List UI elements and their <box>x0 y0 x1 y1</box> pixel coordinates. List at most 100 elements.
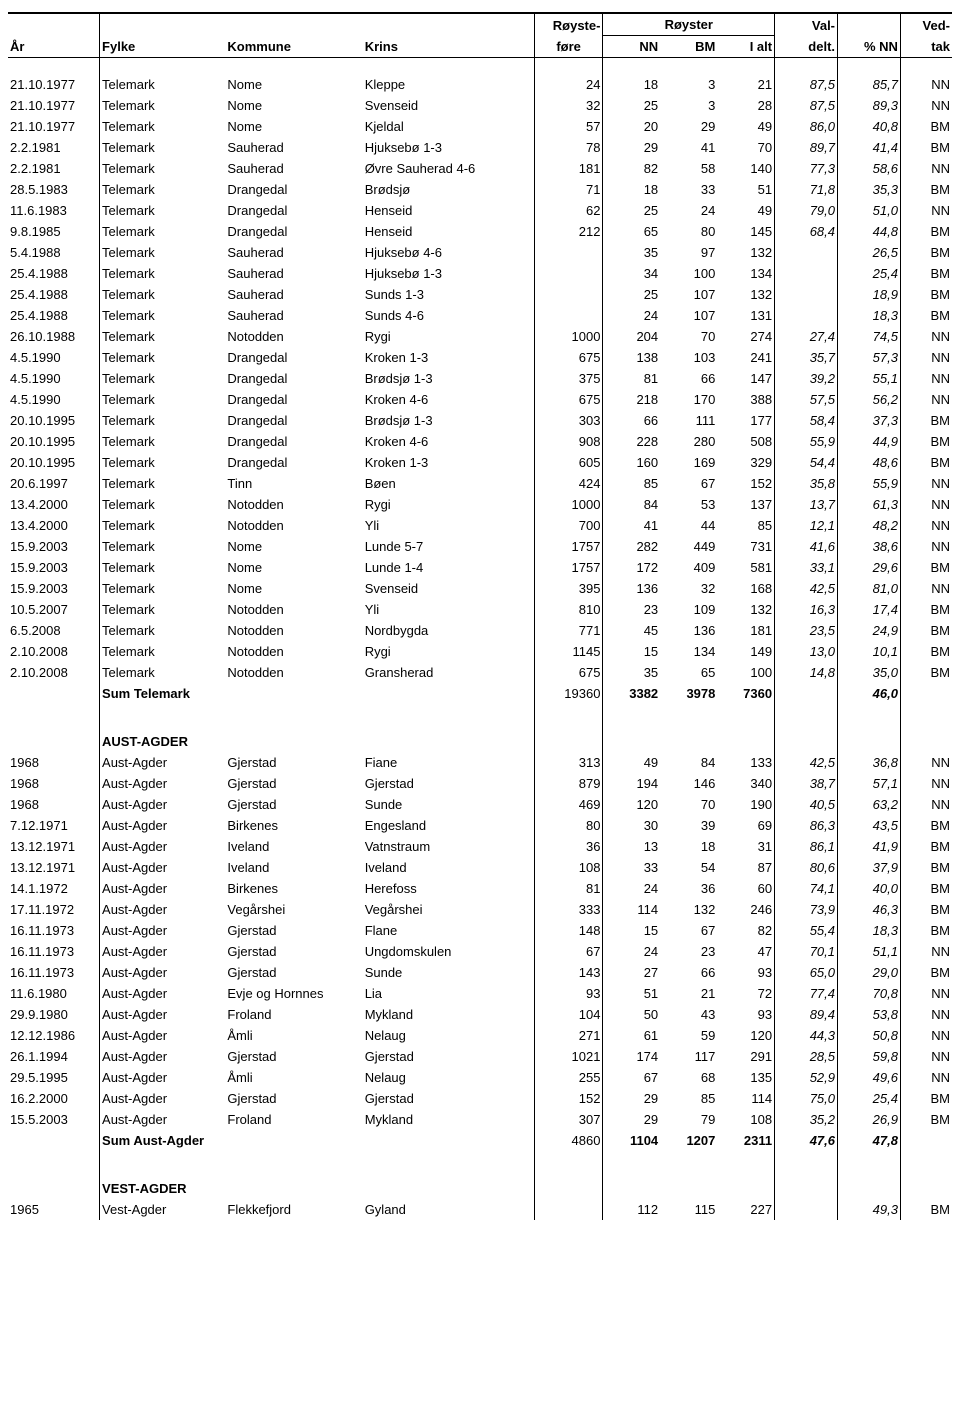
table-row: 15.5.2003Aust-AgderFrolandMykland3072979… <box>8 1109 952 1130</box>
cell: Telemark <box>100 200 226 221</box>
cell: Aust-Agder <box>100 794 226 815</box>
cell: Gransherad <box>363 662 535 683</box>
cell: Gjerstad <box>225 941 362 962</box>
cell: Fiane <box>363 752 535 773</box>
cell: 58,6 <box>838 158 901 179</box>
cell: 29 <box>603 1088 660 1109</box>
cell: BM <box>900 899 952 920</box>
cell: 291 <box>717 1046 774 1067</box>
table-row: 21.10.1977TelemarkNomeKleppe241832187,58… <box>8 74 952 95</box>
table-row: 13.12.1971Aust-AgderIvelandIveland108335… <box>8 857 952 878</box>
table-row: 16.11.1973Aust-AgderGjerstadFlane1481567… <box>8 920 952 941</box>
cell: Gjerstad <box>363 773 535 794</box>
cell: 103 <box>660 347 717 368</box>
cell: Hjuksebø 1-3 <box>363 137 535 158</box>
cell: 29 <box>660 116 717 137</box>
cell: 329 <box>717 452 774 473</box>
table-row: 14.1.1972Aust-AgderBirkenesHerefoss81243… <box>8 878 952 899</box>
table-row: 2.10.2008TelemarkNotoddenGransherad67535… <box>8 662 952 683</box>
table-row: 4.5.1990TelemarkDrangedalKroken 4-667521… <box>8 389 952 410</box>
cell: 80 <box>534 815 603 836</box>
cell: 149 <box>717 641 774 662</box>
col-bm: BM <box>660 36 717 58</box>
cell: 5.4.1988 <box>8 242 100 263</box>
cell: 32 <box>534 95 603 116</box>
cell: Notodden <box>225 620 362 641</box>
cell: 27 <box>603 962 660 983</box>
cell: BM <box>900 836 952 857</box>
cell: 33 <box>603 857 660 878</box>
cell: Henseid <box>363 200 535 221</box>
cell: 55,4 <box>775 920 838 941</box>
cell: 29,0 <box>838 962 901 983</box>
cell: NN <box>900 494 952 515</box>
cell: Aust-Agder <box>100 1046 226 1067</box>
cell: 135 <box>717 1067 774 1088</box>
cell: NN <box>900 347 952 368</box>
cell: Rygi <box>363 494 535 515</box>
cell: 114 <box>603 899 660 920</box>
cell: 1207 <box>660 1130 717 1151</box>
cell <box>775 1167 838 1199</box>
cell <box>363 720 535 752</box>
cell: 107 <box>660 305 717 326</box>
cell: 37,9 <box>838 857 901 878</box>
cell: BM <box>900 599 952 620</box>
cell: 4860 <box>534 1130 603 1151</box>
cell: 24 <box>603 305 660 326</box>
cell: 53 <box>660 494 717 515</box>
cell <box>717 720 774 752</box>
cell: 172 <box>603 557 660 578</box>
cell: 82 <box>717 920 774 941</box>
cell <box>534 720 603 752</box>
cell: 32 <box>660 578 717 599</box>
cell: 50 <box>603 1004 660 1025</box>
cell: Gjerstad <box>363 1088 535 1109</box>
cell: 31 <box>717 836 774 857</box>
cell: 10,1 <box>838 641 901 662</box>
cell: BM <box>900 641 952 662</box>
cell: BM <box>900 878 952 899</box>
cell: Svenseid <box>363 578 535 599</box>
cell: Brødsjø 1-3 <box>363 368 535 389</box>
cell: 74,5 <box>838 326 901 347</box>
cell: Aust-Agder <box>100 773 226 794</box>
cell: 12,1 <box>775 515 838 536</box>
cell: 66 <box>603 410 660 431</box>
col-nn: NN <box>603 36 660 58</box>
cell: BM <box>900 137 952 158</box>
cell: 7.12.1971 <box>8 815 100 836</box>
cell: Hjuksebø 4-6 <box>363 242 535 263</box>
cell: Telemark <box>100 263 226 284</box>
cell: 53,8 <box>838 1004 901 1025</box>
table-row: 15.9.2003TelemarkNomeLunde 1-41757172409… <box>8 557 952 578</box>
cell: Telemark <box>100 536 226 557</box>
table-row: 2.2.1981TelemarkSauheradØvre Sauherad 4-… <box>8 158 952 179</box>
cell <box>603 1167 660 1199</box>
cell: 35,7 <box>775 347 838 368</box>
cell: 675 <box>534 347 603 368</box>
cell: Birkenes <box>225 878 362 899</box>
cell: 44 <box>660 515 717 536</box>
table-row: 2.2.1981TelemarkSauheradHjuksebø 1-37829… <box>8 137 952 158</box>
cell <box>838 720 901 752</box>
cell: 7360 <box>717 683 774 704</box>
cell: Telemark <box>100 431 226 452</box>
cell: 55,1 <box>838 368 901 389</box>
cell: Drangedal <box>225 431 362 452</box>
cell: 36 <box>660 878 717 899</box>
cell: Kroken 4-6 <box>363 389 535 410</box>
cell: 2311 <box>717 1130 774 1151</box>
cell: Sum Aust-Agder <box>100 1130 226 1151</box>
cell: Telemark <box>100 662 226 683</box>
table-row: 13.12.1971Aust-AgderIvelandVatnstraum361… <box>8 836 952 857</box>
cell: Aust-Agder <box>100 1067 226 1088</box>
cell: NN <box>900 1067 952 1088</box>
cell: 54 <box>660 857 717 878</box>
table-row: 12.12.1986Aust-AgderÅmliNelaug2716159120… <box>8 1025 952 1046</box>
cell: 68 <box>660 1067 717 1088</box>
cell: 86,1 <box>775 836 838 857</box>
cell: 42,5 <box>775 752 838 773</box>
cell <box>534 242 603 263</box>
cell: 48,2 <box>838 515 901 536</box>
